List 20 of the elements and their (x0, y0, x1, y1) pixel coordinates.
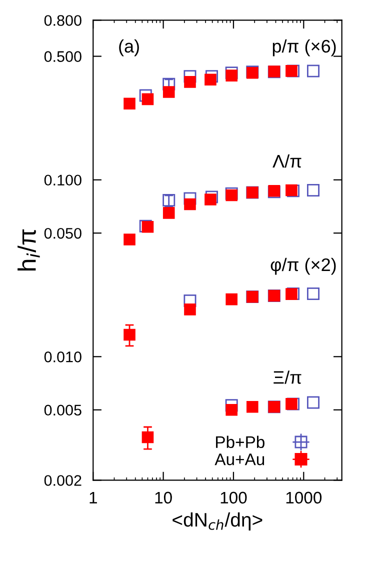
annotation: (a) (119, 39, 139, 56)
legend-label: Pb+Pb (216, 436, 264, 448)
x-axis-title: <dN$_{ch}$/dη> (172, 512, 262, 531)
annotation: φ/π (×2) (270, 258, 336, 275)
annotation: p/π (×6) (272, 39, 336, 56)
x-tick-label: 100 (220, 492, 247, 504)
y-tick-label: 0.800 (44, 15, 82, 26)
y-axis-title: h$_{i}$/π (18, 229, 40, 270)
y-tick-label: 0.010 (44, 352, 82, 362)
legend-label: Au+Au (214, 454, 264, 466)
y-tick-label: 0.100 (44, 174, 82, 186)
y-tick-label: 0.500 (44, 51, 82, 62)
y-tick-label: 0.050 (44, 228, 82, 239)
x-tick-label: 1 (90, 492, 97, 504)
x-tick-label: 10 (155, 492, 172, 504)
y-tick-label: 0.005 (44, 404, 82, 416)
annotation: Ξ/π (274, 370, 302, 384)
y-tick-label: 0.002 (44, 475, 82, 486)
annotation: Λ/π (272, 154, 302, 168)
x-tick-label: 1000 (286, 492, 322, 504)
